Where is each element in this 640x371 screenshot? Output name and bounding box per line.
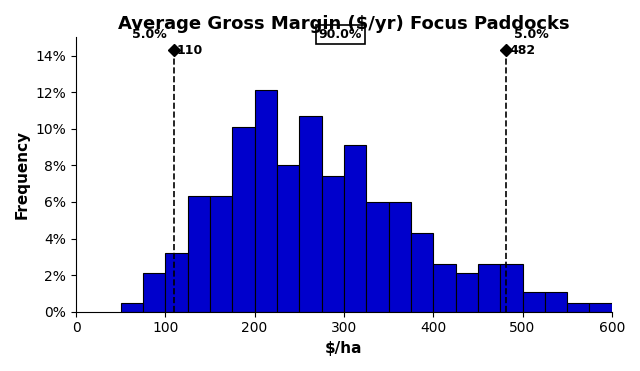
Bar [388,202,411,312]
Bar [522,292,545,312]
Text: 110: 110 [177,44,203,57]
Bar [344,145,366,312]
Text: 5.0%: 5.0% [513,28,548,41]
Bar [456,273,478,312]
Bar [589,303,612,312]
Bar [366,202,388,312]
Bar [188,197,210,312]
Bar [232,127,255,312]
X-axis label: $/ha: $/ha [325,341,363,356]
Bar [321,176,344,312]
Bar [411,233,433,312]
Y-axis label: Frequency: Frequency [15,130,30,219]
Bar [165,253,188,312]
Text: 482: 482 [509,44,535,57]
Bar [567,303,589,312]
Bar [121,303,143,312]
Bar [300,116,321,312]
Text: 90.0%: 90.0% [319,28,362,41]
Bar [210,197,232,312]
Bar [433,264,456,312]
Bar [545,292,567,312]
Text: 5.0%: 5.0% [132,28,167,41]
Title: Average Gross Margin ($/yr) Focus Paddocks: Average Gross Margin ($/yr) Focus Paddoc… [118,15,570,33]
Bar [277,165,300,312]
Bar [500,264,522,312]
Bar [143,273,165,312]
Bar [255,91,277,312]
Bar [478,264,500,312]
